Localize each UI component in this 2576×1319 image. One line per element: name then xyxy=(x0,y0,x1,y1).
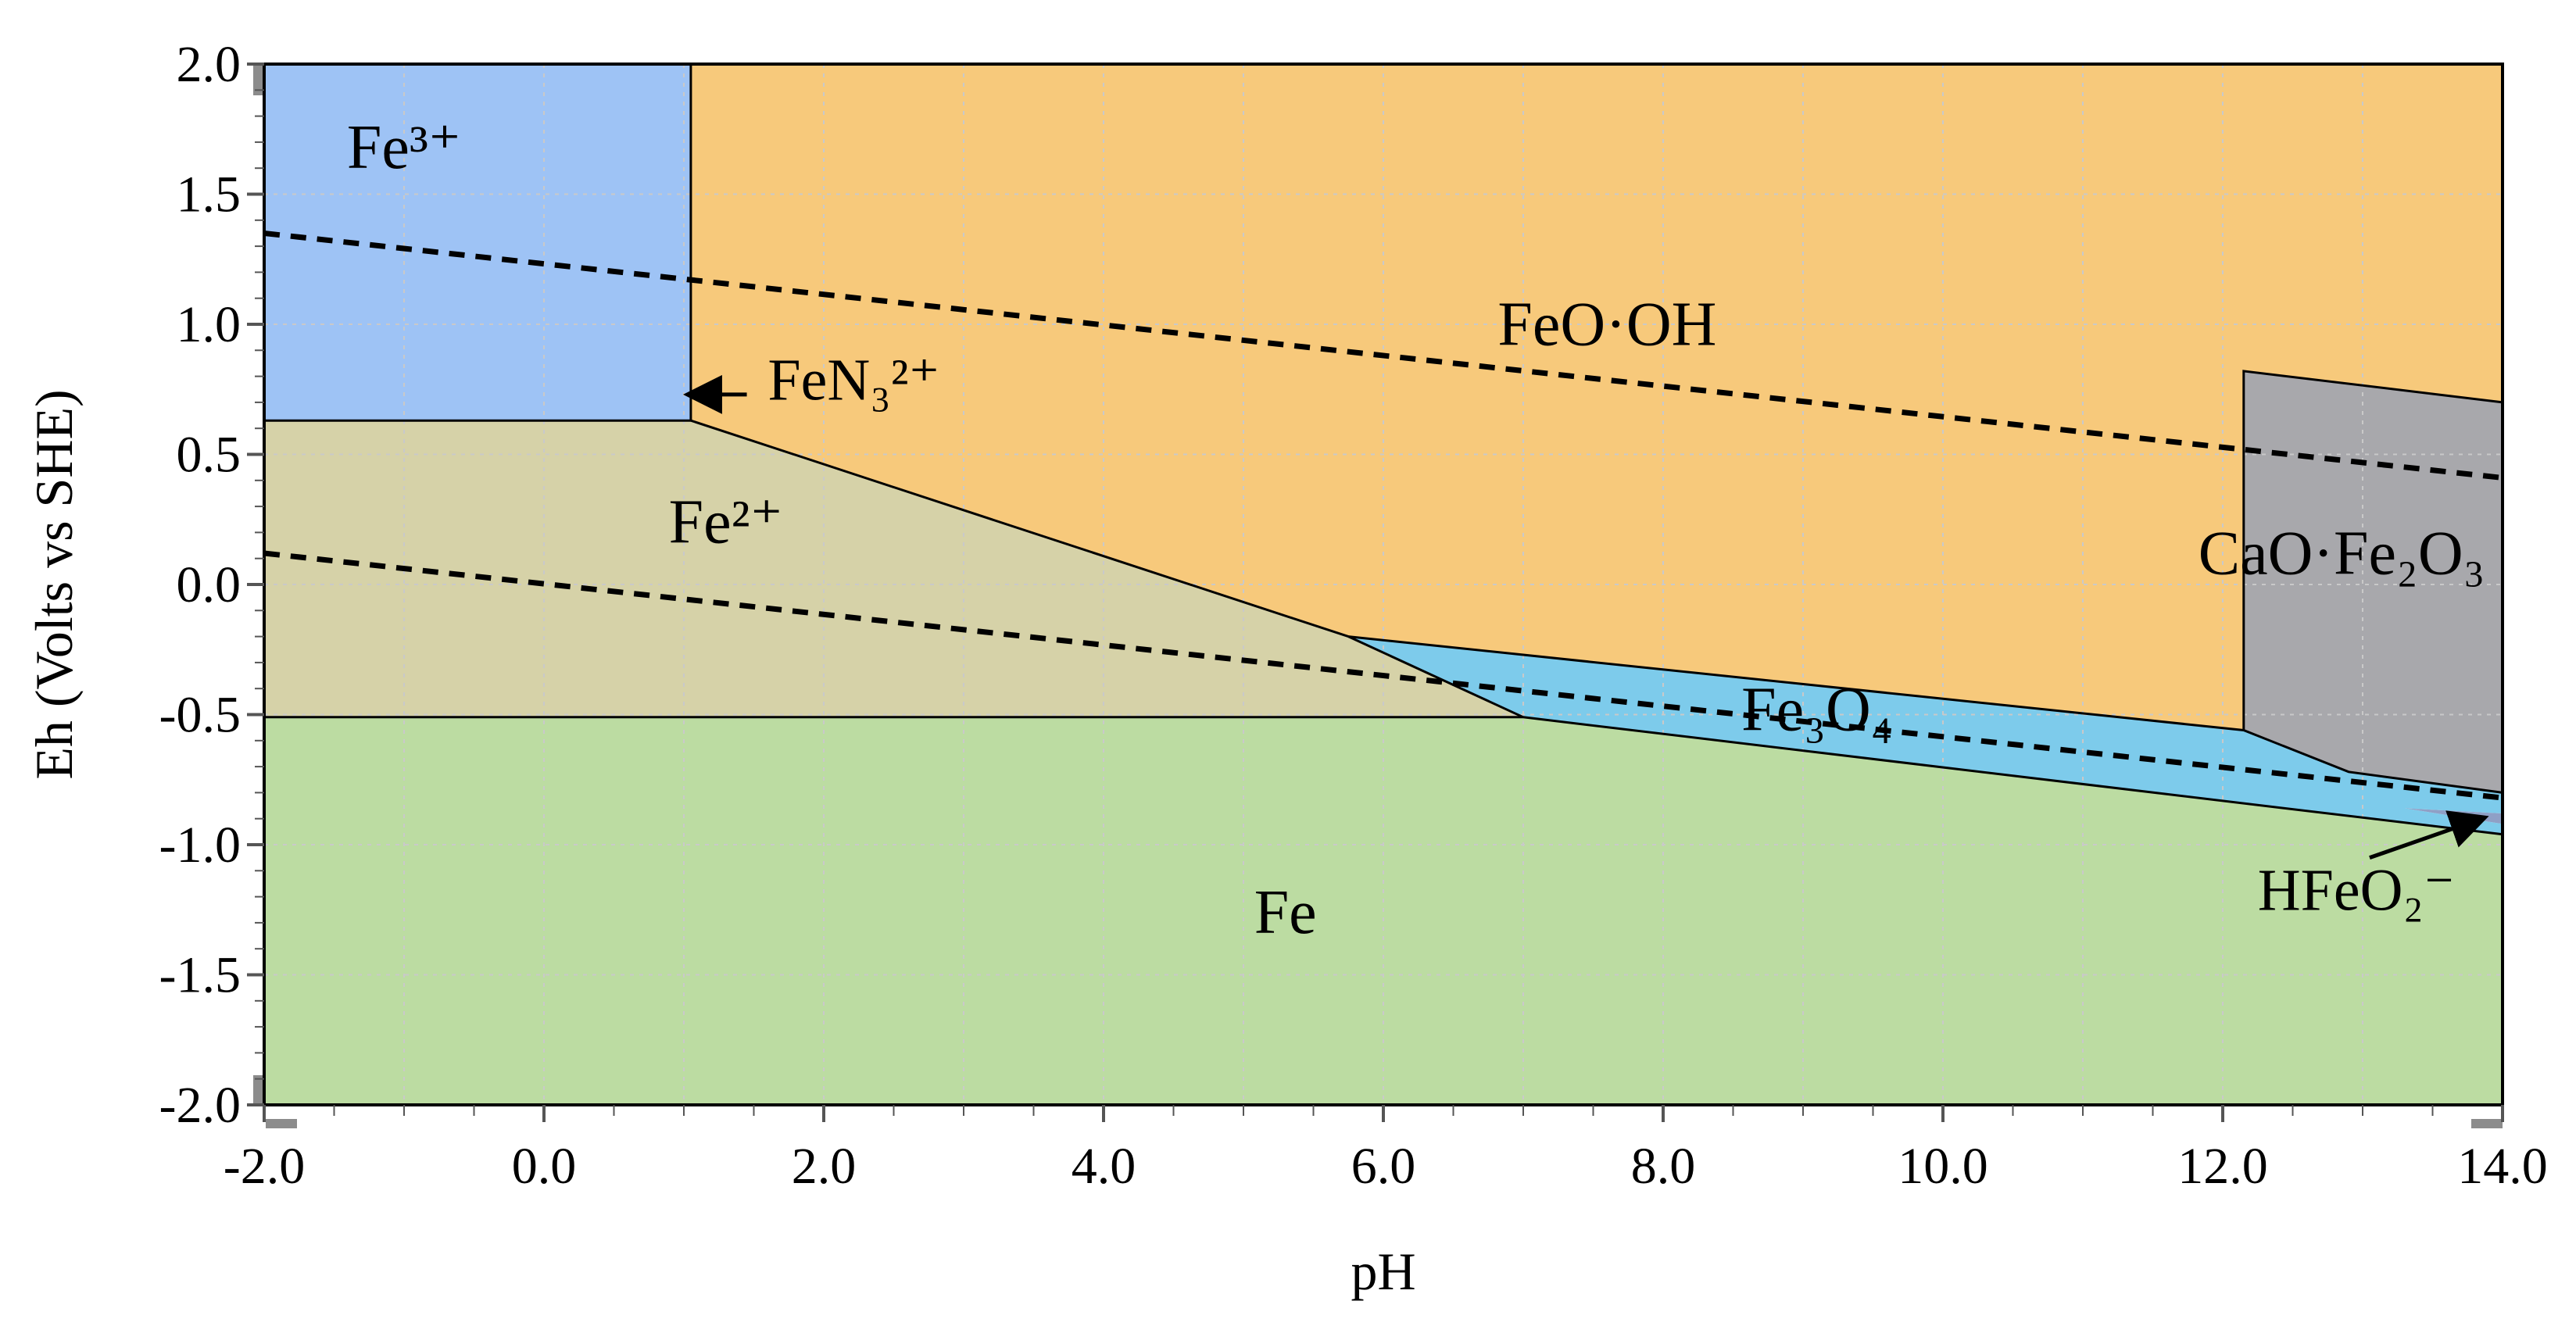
x-axis-label: pH xyxy=(1351,1242,1415,1301)
y-tick-label: -1.5 xyxy=(159,947,241,1004)
x-tick-label: -2.0 xyxy=(224,1138,305,1195)
x-tick-label: 12.0 xyxy=(2177,1138,2268,1195)
x-axis-scroll-handle xyxy=(2471,1119,2503,1128)
x-tick-label: 6.0 xyxy=(1351,1138,1416,1195)
region-fe3o4 xyxy=(1348,636,2503,835)
y-tick-label: -0.5 xyxy=(159,687,241,744)
axis-corner-handles xyxy=(253,66,2503,1128)
y-tick-label: 1.0 xyxy=(177,296,242,353)
y-axis-scroll-handle xyxy=(253,1075,263,1105)
x-tick-label: 0.0 xyxy=(512,1138,577,1195)
region-label-cao-fe-o: CaO·Fe₂O₃ xyxy=(2199,520,2485,588)
x-tick-label: 14.0 xyxy=(2457,1138,2548,1195)
region-boundaries xyxy=(264,64,2503,836)
grid-lines xyxy=(264,64,2503,1105)
y-axis-label: Eh (Volts vs SHE) xyxy=(24,389,84,779)
region-boundary xyxy=(1348,635,2503,794)
annotation-label: HFeO₂⁻ xyxy=(2258,857,2455,923)
x-tick-label: 8.0 xyxy=(1631,1138,1696,1195)
region-label-fe: Fe³⁺ xyxy=(347,113,461,182)
stability-regions xyxy=(264,64,2503,1105)
region-label-feo-oh: FeO·OH xyxy=(1497,291,1716,359)
region-labels: Fe³⁺ FeO·OH Fe²⁺ CaO·Fe₂O₃ Fe₃O₄ Fe xyxy=(347,113,2485,947)
water-stability-lines xyxy=(263,231,2503,801)
region-label-fe: Fe²⁺ xyxy=(669,488,783,557)
region-label-fe-o: Fe₃O₄ xyxy=(1741,675,1893,744)
y-tick-label: 0.0 xyxy=(177,556,242,613)
region-boundary xyxy=(690,419,1349,638)
y-tick-label: 2.0 xyxy=(177,36,242,93)
water-line-o2-h2o xyxy=(263,231,2503,481)
axis-ticks: -2.0 0.0 2.0 4.0 6.0 8.0 10.0 12.0 14.0 2.0 1.5 1.0… xyxy=(159,36,2548,1195)
y-tick-label: 0.5 xyxy=(177,427,242,484)
region-label-fe: Fe xyxy=(1254,878,1317,947)
y-tick-label: -2.0 xyxy=(159,1077,241,1134)
x-axis-scroll-handle xyxy=(266,1119,297,1128)
region-feooh xyxy=(690,64,2503,731)
annotations: FeN₃²⁺ HFeO₂⁻ xyxy=(682,348,2489,923)
region-fe2 xyxy=(264,420,1523,717)
x-tick-label: 10.0 xyxy=(1898,1138,1988,1195)
region-fe3 xyxy=(264,64,691,421)
y-axis-scroll-handle xyxy=(253,66,263,95)
region-boundary xyxy=(2242,370,2503,731)
water-line-h2o-h2 xyxy=(263,550,2503,801)
x-tick-label: 4.0 xyxy=(1072,1138,1136,1195)
x-tick-label: 2.0 xyxy=(792,1138,857,1195)
region-caofe2o3 xyxy=(2243,370,2503,793)
annotation-arrow xyxy=(2369,810,2489,860)
y-tick-label: -1.0 xyxy=(159,817,241,874)
region-boundary xyxy=(1347,635,1524,719)
y-tick-label: 1.5 xyxy=(177,166,242,223)
annotation-label: FeN₃²⁺ xyxy=(767,348,939,413)
region-boundary xyxy=(1522,716,2503,836)
